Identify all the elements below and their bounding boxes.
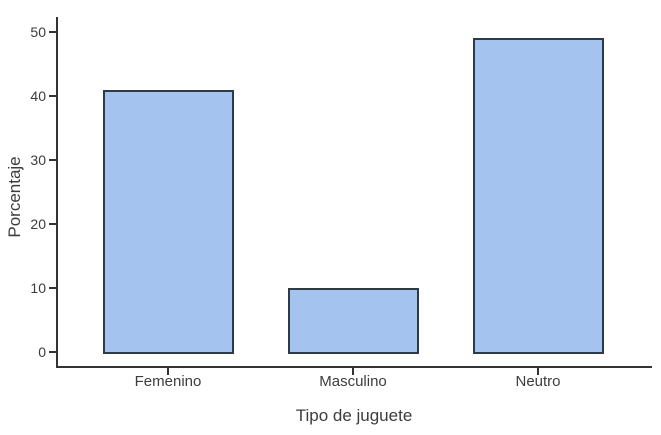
bar-neutro	[473, 38, 604, 354]
y-axis-tick-label: 10	[30, 280, 46, 296]
y-axis-tick	[49, 159, 56, 161]
y-axis-tick-label: 50	[30, 24, 46, 40]
x-axis-title: Tipo de juguete	[295, 406, 413, 425]
x-axis-tick-label: Masculino	[319, 373, 387, 390]
x-axis-tick	[167, 368, 169, 375]
y-axis-title: Porcentaje	[5, 156, 24, 238]
y-axis-tick	[49, 287, 56, 289]
y-axis-tick-label: 20	[30, 216, 46, 232]
y-axis-tick-label: 0	[38, 344, 46, 360]
y-axis-tick	[49, 223, 56, 225]
y-axis-tick-label: 30	[30, 152, 46, 168]
y-axis-tick	[49, 351, 56, 353]
x-axis-tick	[352, 368, 354, 375]
x-axis-line	[56, 366, 652, 368]
bar-femenino	[103, 90, 234, 354]
y-axis-tick	[49, 31, 56, 33]
x-axis-tick-label: Neutro	[515, 373, 561, 390]
y-axis-tick	[49, 95, 56, 97]
y-axis-tick-label: 40	[30, 88, 46, 104]
x-axis-tick	[537, 368, 539, 375]
y-axis-line	[56, 17, 58, 368]
x-axis-tick-label: Femenino	[134, 373, 202, 390]
bar-masculino	[288, 288, 419, 354]
